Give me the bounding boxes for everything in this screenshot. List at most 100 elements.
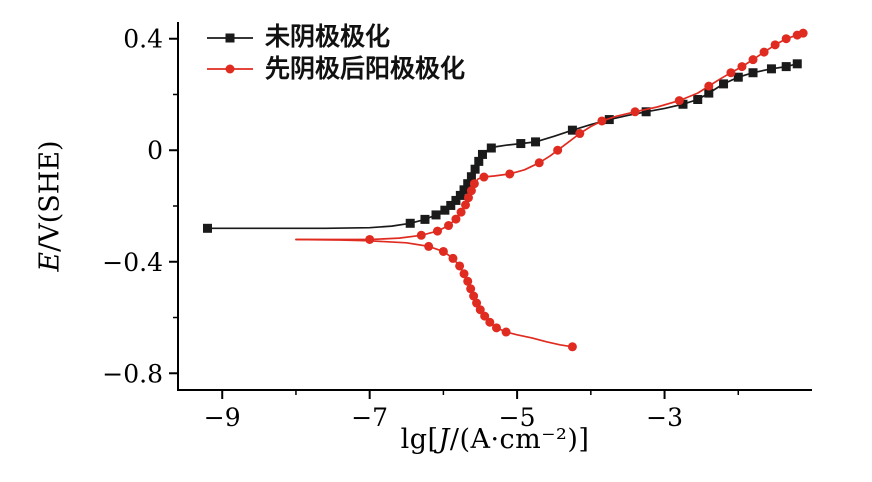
x-tick-label: −3 [646, 403, 683, 432]
y-tick-label: −0.4 [102, 248, 163, 277]
data-marker-circle [759, 47, 769, 57]
data-marker-circle [416, 230, 426, 240]
data-marker-square [486, 143, 496, 153]
data-marker-square [719, 79, 729, 89]
data-marker-circle [575, 129, 585, 139]
data-marker-square [748, 68, 758, 78]
data-marker-circle [597, 116, 607, 126]
data-marker-circle [448, 253, 458, 263]
data-marker-square [641, 107, 651, 117]
data-marker-circle [567, 342, 577, 352]
data-marker-square [466, 172, 476, 182]
x-tick-label: −5 [499, 403, 536, 432]
y-tick-label: 0.4 [123, 25, 163, 54]
data-marker-circle [466, 186, 476, 196]
data-marker-square [446, 200, 456, 210]
data-marker-square [766, 64, 776, 74]
data-marker-circle [798, 28, 808, 38]
data-marker-square [567, 125, 577, 135]
data-marker-square [678, 99, 688, 109]
data-marker-circle [553, 145, 563, 155]
data-marker-circle [466, 284, 476, 294]
data-marker-circle [737, 62, 747, 72]
data-marker-circle [480, 311, 490, 321]
data-marker-circle [485, 317, 495, 327]
data-marker-circle [491, 323, 501, 333]
data-marker-circle [505, 169, 515, 179]
data-marker-square [440, 205, 450, 215]
data-marker-square [451, 195, 461, 205]
data-marker-circle [534, 158, 544, 168]
data-marker-circle [459, 269, 469, 279]
data-marker-square [604, 115, 614, 125]
data-marker-circle [704, 81, 714, 91]
data-marker-square [420, 214, 430, 224]
legend: 未阴极极化先阴极后阳极极化 [205, 23, 466, 84]
data-marker-square [516, 139, 526, 149]
data-marker-circle [424, 241, 434, 251]
data-marker-square [693, 95, 703, 105]
data-marker-circle [781, 34, 791, 44]
data-marker-circle [461, 200, 471, 210]
axes: −9 −7 −5 −3 0.4 0 −0.4 −0.8 [102, 22, 812, 432]
legend-marker-circle-icon [207, 64, 253, 74]
y-axis-units: /V(SHE) [34, 140, 66, 252]
data-marker-circle [451, 214, 461, 224]
data-marker-square [704, 88, 714, 98]
data-marker-circle [463, 193, 473, 203]
y-tick-label: −0.8 [102, 359, 163, 388]
data-marker-circle [748, 55, 758, 65]
legend-marker-square-icon [207, 33, 253, 43]
data-marker-circle [438, 246, 448, 256]
data-marker-circle [456, 207, 466, 217]
data-marker-circle [469, 179, 479, 189]
data-marker-square [470, 164, 480, 174]
series-0 [202, 59, 802, 233]
y-axis-variable: E [34, 251, 66, 272]
legend-item-1: 先阴极后阳极极化 [205, 54, 466, 84]
data-marker-circle [472, 298, 482, 308]
x-tick-label: −7 [351, 403, 388, 432]
data-marker-circle [469, 291, 479, 301]
x-tick-label: −9 [204, 403, 241, 432]
data-marker-circle [726, 68, 736, 78]
data-marker-square [455, 190, 465, 200]
data-marker-square [781, 62, 791, 72]
data-marker-square [405, 218, 415, 228]
x-axis-label: lg[J/(A·cm⁻²)] [178, 424, 812, 455]
data-marker-circle [479, 172, 489, 182]
data-marker-circle [475, 305, 485, 315]
data-marker-circle [463, 276, 473, 286]
data-marker-circle [674, 96, 684, 106]
data-marker-circle [770, 40, 780, 50]
data-marker-square [792, 59, 802, 69]
data-marker-circle [501, 327, 511, 337]
series-line [295, 238, 574, 348]
series-line [295, 32, 805, 241]
data-marker-circle [444, 221, 454, 231]
data-marker-square [733, 72, 743, 82]
legend-item-0: 未阴极极化 [205, 23, 465, 52]
x-axis-prefix: lg[ [400, 424, 439, 455]
y-axis-label: E/V(SHE) [35, 140, 66, 271]
data-marker-circle [432, 226, 442, 236]
x-axis-units: /(A·cm⁻²)] [449, 424, 590, 455]
data-marker-circle [455, 261, 465, 271]
legend-label-1: 先阴极后阳极极化 [265, 54, 466, 83]
y-tick-label: 0 [147, 136, 163, 165]
data-marker-square [459, 185, 469, 195]
axis-lines [177, 22, 812, 391]
legend-label-0: 未阴极极化 [265, 23, 391, 51]
series-1 [295, 28, 808, 352]
data-marker-circle [365, 234, 375, 244]
data-marker-square [463, 179, 473, 189]
data-marker-square [202, 223, 212, 233]
data-marker-circle [630, 107, 640, 117]
data-marker-square [474, 156, 484, 166]
data-marker-square [431, 210, 441, 220]
data-marker-square [477, 149, 487, 159]
data-marker-square [531, 137, 541, 147]
x-axis-variable: J [438, 424, 450, 455]
